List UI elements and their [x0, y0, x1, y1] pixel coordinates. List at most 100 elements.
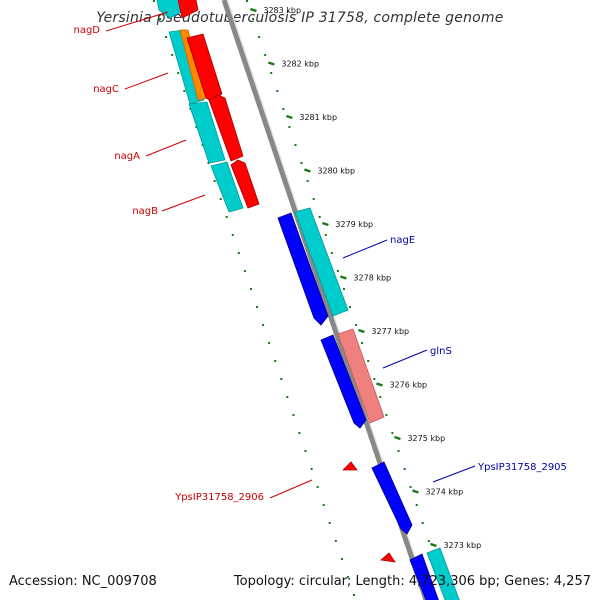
track-dot: [336, 270, 339, 272]
tick-label: 3280 kbp: [317, 167, 355, 176]
track-dot: [353, 594, 355, 596]
track-dot: [286, 396, 289, 398]
track-dot: [262, 324, 265, 326]
tick-mark: [358, 328, 365, 334]
accession-text: Accession: NC_009708: [9, 574, 157, 589]
gene-nagE-cyan[interactable]: [294, 207, 349, 317]
leader-line: [105, 11, 169, 32]
tick-label: 3279 kbp: [335, 220, 373, 229]
track-dot: [403, 468, 406, 470]
track-dot: [274, 360, 277, 362]
gene-label-YpsIP31758_2905[interactable]: YpsIP31758_2905: [477, 462, 567, 473]
track-dot: [264, 54, 267, 56]
label-leader-lines: [105, 11, 476, 499]
track-dot: [268, 342, 271, 344]
tick-label: 3276 kbp: [389, 381, 427, 390]
tick-mark: [249, 7, 257, 13]
tick-mark: [412, 489, 419, 494]
gene-bottom-cyan[interactable]: [426, 547, 463, 600]
gene-features: [156, 0, 463, 600]
gene-2905-blue[interactable]: [371, 461, 413, 535]
track-dot: [165, 36, 168, 38]
gene-label-YpsIP31758_2906[interactable]: YpsIP31758_2906: [174, 492, 264, 503]
map-title: Yersinia pseudotuberculosis IP 31758, co…: [96, 10, 504, 26]
tick-label: 3283 kbp: [263, 6, 301, 15]
gene-label-glnS[interactable]: glnS: [430, 346, 452, 357]
track-dot: [225, 216, 228, 218]
track-dot: [243, 270, 246, 272]
gene-labels: nagD nagC nagA nagB YpsIP31758_2906 nagE glnS Y…: [73, 25, 566, 503]
track-dot: [258, 36, 261, 38]
track-dot: [270, 72, 273, 74]
gene-nagD-red[interactable]: [176, 0, 199, 19]
track-dot: [328, 522, 331, 524]
track-dot: [207, 162, 210, 164]
track-dot: [246, 0, 248, 2]
track-dot: [288, 126, 291, 128]
gene-bottom-blue[interactable]: [409, 553, 442, 600]
track-dot: [322, 504, 325, 506]
track-dot: [306, 180, 309, 182]
leader-line: [432, 465, 476, 483]
tick-mark: [322, 221, 329, 227]
track-dot: [219, 198, 222, 200]
gene-label-nagC[interactable]: nagC: [93, 84, 119, 95]
track-dot: [312, 198, 315, 200]
track-dot: [409, 486, 412, 488]
tick-mark: [430, 542, 437, 548]
tick-label: 3274 kbp: [425, 488, 463, 497]
tick-mark: [394, 435, 401, 441]
track-dot: [282, 108, 285, 110]
leader-line: [124, 72, 169, 90]
gene-nagB-cyan[interactable]: [210, 161, 244, 213]
track-dot: [361, 342, 364, 344]
track-dot: [280, 378, 283, 380]
track-dot: [343, 288, 345, 290]
gene-label-nagB[interactable]: nagB: [132, 206, 158, 217]
gene-label-nagE[interactable]: nagE: [390, 235, 415, 246]
track-dot: [391, 432, 394, 434]
track-dot: [397, 450, 400, 452]
gene-nagA-red[interactable]: [208, 94, 244, 162]
track-dot: [373, 378, 376, 380]
tick-mark: [340, 275, 347, 280]
track-dot: [415, 504, 418, 506]
track-dot: [421, 522, 424, 524]
gene-nagE-blue[interactable]: [277, 212, 329, 326]
tick-mark: [304, 168, 311, 173]
track-dot: [340, 558, 343, 560]
leader-line: [382, 349, 428, 369]
kbp-ticks: 3283 kbp 3282 kbp 3281 kbp 3280 kbp 3279 kbp…: [249, 6, 481, 550]
tick-label: 3281 kbp: [299, 113, 337, 122]
leader-line: [161, 194, 206, 212]
track-dot: [298, 432, 301, 434]
track-dot: [367, 360, 370, 362]
inner-dotted-track: [246, 0, 448, 596]
leader-line: [342, 239, 388, 259]
gene-glnS-blue[interactable]: [320, 334, 367, 429]
gene-label-nagA[interactable]: nagA: [114, 151, 140, 162]
track-dot: [171, 54, 174, 56]
gene-2906-red[interactable]: [342, 461, 358, 471]
gene-nagB-red[interactable]: [230, 159, 260, 209]
track-dot: [310, 468, 313, 470]
track-dot: [346, 576, 349, 578]
gene-label-nagD[interactable]: nagD: [73, 25, 100, 36]
gene-glnS-pink[interactable]: [337, 328, 385, 424]
tick-mark: [267, 61, 275, 66]
track-dot: [324, 234, 327, 236]
gene-nagA-cyan[interactable]: [188, 101, 226, 164]
track-dot: [294, 144, 297, 146]
track-dot: [213, 180, 216, 182]
track-dot: [379, 396, 382, 398]
tick-label: 3282 kbp: [281, 60, 319, 69]
genome-summary-text: Topology: circular; Length: 4,723,306 bp…: [233, 574, 591, 589]
track-dot: [252, 18, 255, 20]
gene-small-red[interactable]: [380, 552, 396, 563]
tick-label: 3275 kbp: [407, 434, 445, 443]
track-dot: [153, 0, 155, 2]
track-dot: [276, 90, 279, 92]
track-dot: [334, 540, 337, 542]
tick-mark: [285, 114, 293, 120]
